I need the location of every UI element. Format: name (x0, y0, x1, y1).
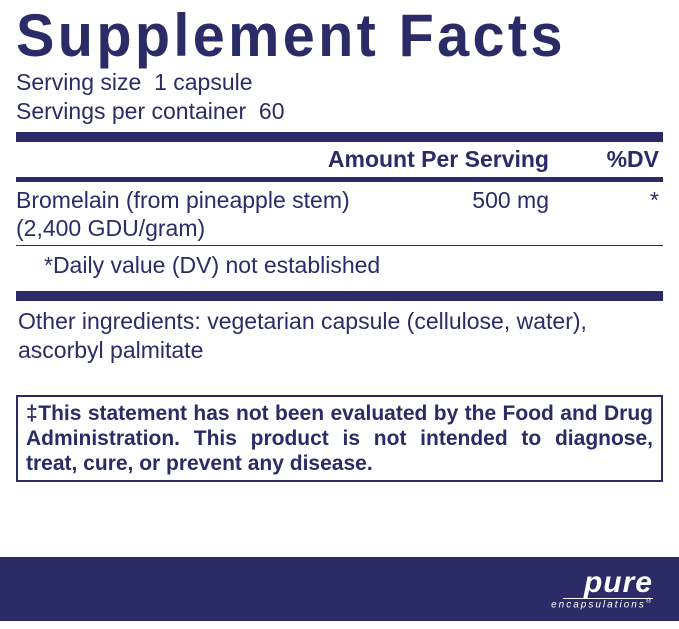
header-amount: Amount Per Serving (328, 146, 589, 173)
header-dv: %DV (589, 146, 659, 173)
serving-size-label: Serving size (16, 69, 141, 95)
divider-thick-bottom (16, 291, 663, 301)
divider-thick-top (16, 132, 663, 142)
other-ingredients: Other ingredients: vegetarian capsule (c… (16, 301, 663, 365)
servings-label: Servings per container (16, 98, 246, 124)
supplement-facts-panel: Supplement Facts Serving size 1 capsule … (0, 0, 679, 365)
ingredient-row: Bromelain (from pineapple stem) (2,400 G… (16, 182, 663, 246)
serving-size-value: 1 capsule (154, 69, 252, 95)
fda-disclaimer: ‡This statement has not been evaluated b… (16, 395, 663, 483)
brand-logo: pure encapsulations® (551, 568, 653, 610)
ingredient-amount: 500 mg (472, 186, 589, 244)
footer-bar: pure encapsulations® (0, 557, 679, 621)
brand-sub: encapsulations® (551, 598, 653, 610)
servings-value: 60 (259, 98, 285, 124)
ingredient-name-line1: Bromelain (from pineapple stem) (16, 186, 472, 215)
ingredient-name-line2: (2,400 GDU/gram) (16, 214, 472, 243)
brand-main: pure (551, 568, 653, 598)
serving-size-line: Serving size 1 capsule (16, 68, 663, 97)
column-headers: Amount Per Serving %DV (16, 142, 663, 177)
panel-title: Supplement Facts (16, 6, 637, 66)
servings-per-container-line: Servings per container 60 (16, 97, 663, 126)
dv-note: *Daily value (DV) not established (16, 246, 663, 285)
ingredient-dv: * (589, 186, 659, 244)
ingredient-name: Bromelain (from pineapple stem) (2,400 G… (16, 186, 472, 244)
